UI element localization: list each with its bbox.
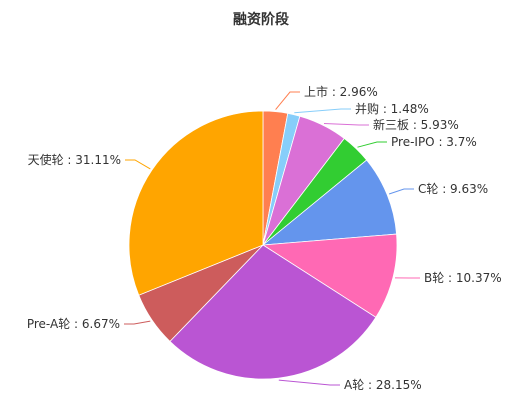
pie-slice-4[interactable] (261, 159, 397, 246)
leader-line-2 (323, 123, 369, 126)
chart-title: 融资阶段 (233, 11, 289, 28)
slice-label-3: Pre-IPO : 3.7% (391, 135, 477, 149)
leader-line-0 (275, 91, 300, 110)
leader-line-7 (124, 320, 151, 325)
slice-label-0: 上市 : 2.96% (304, 84, 378, 99)
pie-slice-5[interactable] (261, 233, 398, 318)
label-leaders (124, 91, 420, 386)
slice-label-6: A轮 : 28.15% (344, 378, 422, 392)
slice-label-2: 新三板 : 5.93% (373, 117, 459, 132)
slice-label-4: C轮 : 9.63% (418, 182, 488, 196)
leader-line-3 (357, 141, 387, 148)
leader-line-8 (125, 159, 151, 170)
slice-labels: 上市 : 2.96% 并购 : 1.48%新三板 : 5.93% Pre-IPO :… (27, 84, 502, 392)
slice-label-1: 并购 : 1.48% (355, 101, 429, 116)
slice-label-7: Pre-A轮 : 6.67% (27, 317, 120, 331)
slice-label-5: B轮 : 10.37% (424, 271, 502, 285)
pie-slice-8[interactable] (128, 110, 264, 296)
slice-label-8: 天使轮 : 31.11% (28, 152, 121, 167)
pie-slice-6[interactable] (169, 244, 377, 380)
leader-line-6 (278, 379, 340, 386)
leader-line-4 (388, 188, 414, 195)
pie-slices (128, 110, 398, 380)
leader-line-1 (294, 108, 351, 114)
